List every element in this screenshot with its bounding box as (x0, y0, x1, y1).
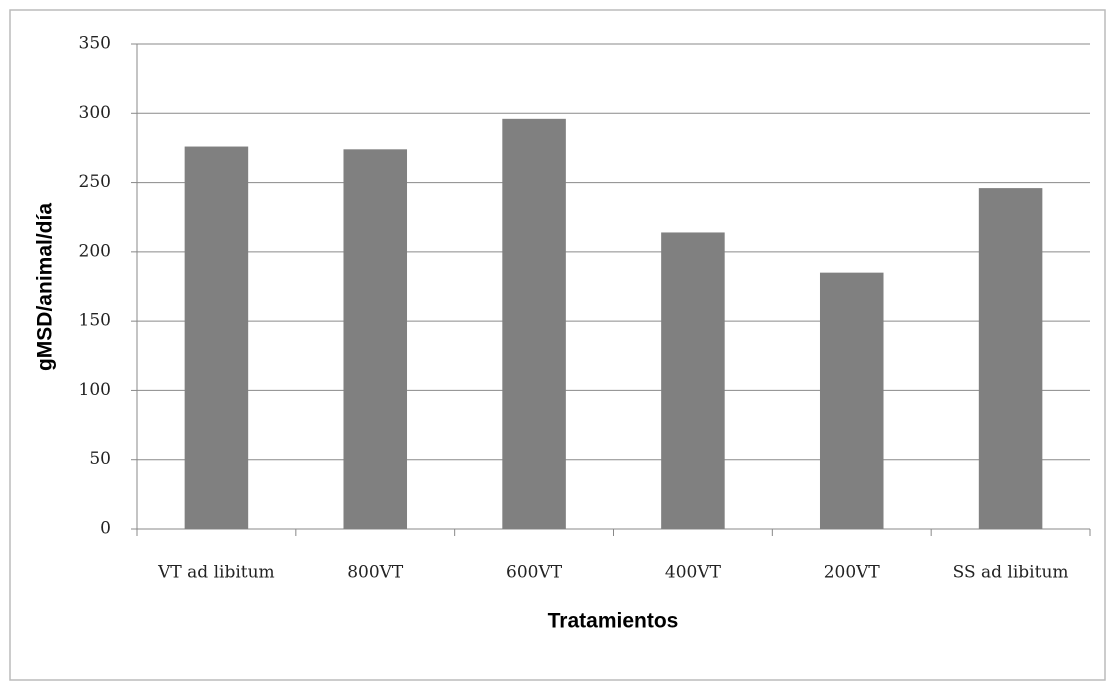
x-tick-label: VT ad libitum (157, 563, 275, 583)
y-tick-label: 150 (79, 311, 111, 331)
y-tick-label: 250 (79, 172, 111, 192)
y-tick-label: 350 (79, 34, 111, 54)
y-axis-title: gMSD/animal/día (34, 203, 57, 371)
bar (502, 118, 566, 529)
y-tick-label: 300 (79, 103, 111, 123)
bar (184, 146, 249, 530)
x-tick-label: 400VT (665, 563, 722, 583)
bar (343, 149, 408, 530)
bar (978, 188, 1043, 529)
y-tick-label: 0 (100, 519, 111, 539)
y-tick-label: 200 (79, 241, 111, 261)
x-tick-label: SS ad libitum (953, 563, 1069, 583)
bar (661, 232, 725, 529)
x-axis-title: Tratamientos (548, 610, 679, 633)
y-tick-label: 50 (89, 449, 111, 469)
bar (819, 272, 884, 529)
x-tick-label: 200VT (824, 563, 881, 583)
x-tick-label: 600VT (506, 563, 563, 583)
y-tick-label: 100 (79, 380, 111, 400)
x-tick-label: 800VT (347, 563, 404, 583)
